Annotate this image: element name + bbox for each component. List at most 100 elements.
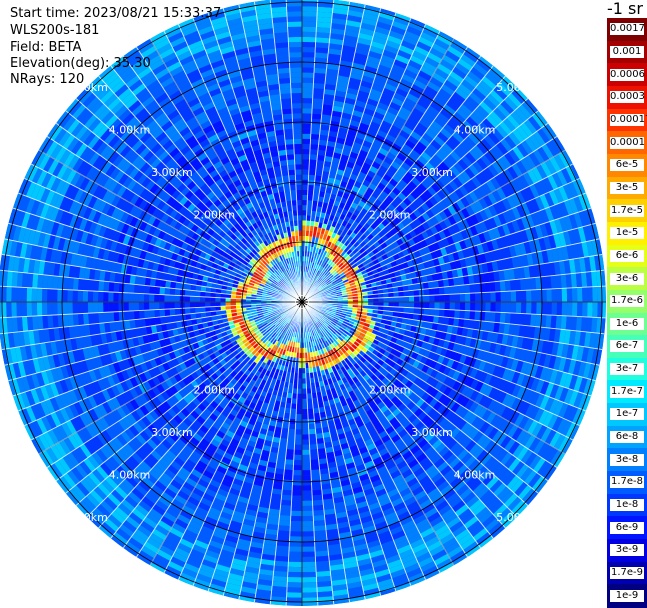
data-cell [302, 73, 314, 78]
data-cell [312, 485, 322, 491]
data-cell [302, 210, 307, 215]
data-cell [288, 567, 302, 573]
data-cell [409, 308, 415, 314]
data-cell [434, 309, 440, 317]
data-cell [429, 288, 435, 295]
data-cell [291, 506, 302, 511]
data-cell [475, 311, 481, 321]
data-cell [490, 302, 495, 312]
data-cell [288, 572, 302, 578]
data-cell [510, 280, 516, 292]
data-cell [288, 434, 296, 440]
data-cell [567, 302, 573, 316]
data-cell [308, 175, 315, 181]
data-cell [404, 296, 409, 302]
data-cell [290, 414, 296, 420]
data-cell [434, 288, 440, 296]
data-cell [404, 302, 409, 308]
data-cell [423, 282, 429, 289]
data-cell [294, 455, 302, 460]
data-cell [444, 287, 450, 295]
data-cell [465, 302, 470, 311]
data-cell [530, 314, 536, 327]
data-cell [291, 516, 303, 521]
data-cell [289, 552, 302, 557]
data-cell [312, 98, 323, 104]
data-cell [302, 496, 312, 501]
data-cell [414, 296, 419, 302]
data-cell [449, 286, 455, 294]
data-cell [280, 510, 292, 516]
data-cell [295, 440, 303, 445]
data-cell [302, 52, 315, 57]
data-cell [526, 302, 531, 314]
data-cell [302, 205, 307, 210]
data-cell [310, 149, 318, 155]
data-cell [464, 284, 470, 293]
data-cell [384, 298, 389, 303]
data-cell [311, 475, 321, 481]
data-cell [531, 302, 536, 314]
data-cell [302, 557, 316, 562]
data-cell [302, 587, 317, 593]
data-cell [577, 302, 583, 317]
data-cell [495, 281, 501, 292]
data-cell [302, 103, 312, 108]
data-cell [399, 302, 404, 307]
data-cell [302, 83, 314, 88]
data-cell [302, 577, 317, 583]
data-cell [434, 302, 439, 309]
data-cell [485, 282, 491, 292]
data-cell [296, 414, 302, 419]
data-cell [286, 449, 294, 455]
data-cell [295, 429, 302, 434]
data-cell [506, 291, 511, 302]
data-cell [475, 302, 480, 311]
data-cell [302, 490, 312, 495]
data-cell [490, 282, 496, 292]
data-cell [557, 302, 562, 316]
data-cell [490, 292, 495, 302]
data-cell [278, 530, 291, 536]
data-cell [316, 433, 324, 439]
data-cell [294, 450, 302, 455]
data-cell [469, 284, 475, 293]
data-cell [557, 288, 562, 302]
data-cell [434, 295, 439, 302]
data-cell [515, 279, 521, 291]
data-cell [297, 394, 302, 399]
data-cell [281, 495, 292, 501]
data-cell [290, 526, 302, 531]
data-cell [310, 139, 319, 145]
data-cell [302, 118, 312, 123]
data-cell [302, 475, 311, 480]
data-cell [485, 302, 490, 312]
data-cell [582, 287, 588, 302]
data-cell [309, 165, 317, 171]
data-cell [314, 73, 326, 79]
data-cell [530, 278, 536, 291]
data-cell [317, 155, 325, 161]
data-cell [308, 414, 314, 420]
data-cell [515, 313, 521, 325]
data-cell [409, 296, 414, 302]
data-cell [286, 603, 302, 608]
data-cell [287, 582, 302, 588]
data-cell [311, 124, 321, 130]
data-cell [281, 500, 292, 506]
data-cell [536, 290, 541, 303]
data-cell [311, 129, 320, 135]
data-cell [302, 124, 311, 129]
data-cell [438, 316, 444, 324]
data-cell [464, 311, 470, 320]
data-cell [302, 399, 307, 404]
data-cell [295, 434, 302, 439]
data-cell [459, 285, 465, 294]
data-cell [302, 424, 309, 429]
data-cell [302, 460, 311, 465]
data-cell [495, 312, 501, 323]
data-cell [459, 310, 465, 319]
data-cell [429, 302, 434, 309]
data-cell [302, 562, 316, 568]
